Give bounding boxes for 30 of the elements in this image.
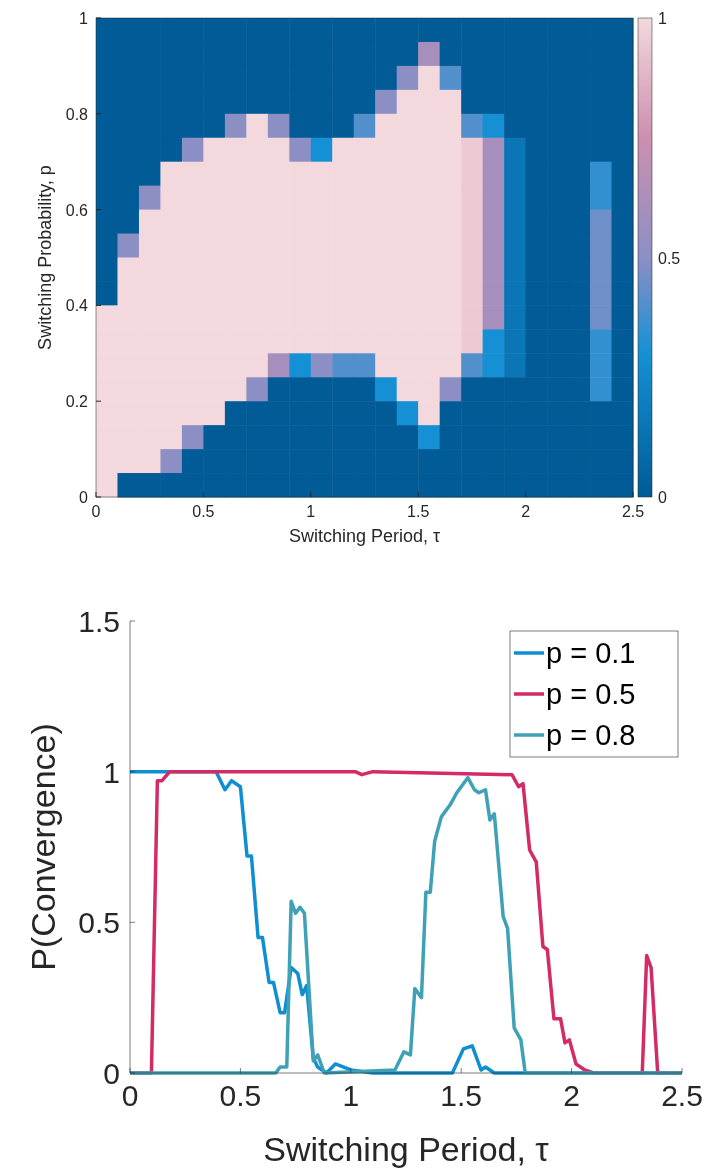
x-tick-label: 0.5 [219,1079,262,1112]
y-tick-label: 0.5 [78,906,120,940]
color-bar-label: 0.5 [658,249,681,267]
x-tick-label: 1.5 [407,503,430,520]
y-tick-label: 1 [79,10,89,27]
legend-label: p = 0.8 [546,719,636,751]
x-tick-label: 2.5 [661,1079,703,1112]
y-tick-label: 0 [79,489,89,506]
y-tick-label: 0.2 [65,393,89,411]
y-tick-label: 1.5 [78,605,120,638]
y-tick-label: 0.4 [65,297,89,315]
x-tick-label: 1.5 [440,1079,483,1112]
y-axis-title: P(Convergence) [24,723,62,971]
legend-label: p = 0.1 [546,637,636,669]
y-tick-label: 1 [103,755,120,789]
color-bar-label: 1 [658,10,667,27]
x-tick-label: 2 [521,503,531,520]
y-axis-title: Switching Probability, p [35,165,55,350]
color-bar-label: 0 [658,489,667,506]
x-tick-label: 1 [342,1079,360,1112]
y-tick-label: 0 [103,1057,120,1090]
x-tick-label: 1 [306,503,316,520]
x-tick-label: 2 [563,1079,580,1112]
x-axis-title: Switching Period, τ [288,526,441,546]
x-axis-title: Switching Period, τ [263,1130,550,1168]
y-tick-label: 0.8 [65,105,89,123]
legend-label: p = 0.5 [546,678,636,710]
x-tick-label: 2.5 [621,503,645,520]
x-tick-label: 0.5 [192,503,215,520]
y-tick-label: 0.6 [65,201,89,219]
